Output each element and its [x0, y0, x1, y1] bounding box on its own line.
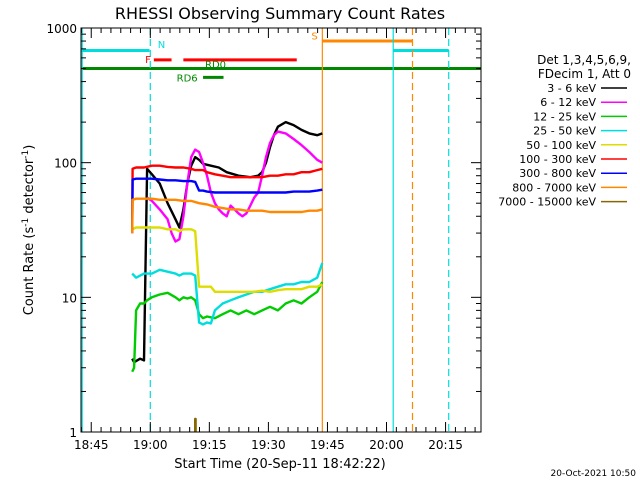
legend-label-7: 800 - 7000 keV	[512, 181, 596, 194]
y-axis-ticks: 1 10 100 1000	[46, 22, 481, 440]
chart-title: RHESSI Observing Summary Count Rates	[115, 4, 445, 23]
series-line-5	[131, 164, 323, 234]
series-line-0	[131, 120, 323, 364]
x-tick-label: 19:00	[133, 438, 168, 452]
legend-label-1: 6 - 12 keV	[540, 96, 596, 109]
y-label-end: )	[22, 145, 37, 150]
legend-label-3: 25 - 50 keV	[533, 125, 596, 138]
flag-labels-layer: N S F RD0 RD6	[145, 31, 318, 84]
y-tick-label: 10	[62, 291, 77, 305]
legend-header-line2: FDecim 1, Att 0	[538, 67, 631, 81]
legend-label-8: 7000 - 15000 keV	[498, 196, 596, 209]
series-line-7	[131, 197, 323, 234]
legend-label-2: 12 - 25 keV	[533, 110, 596, 123]
series-line-6	[131, 177, 323, 234]
series-line-3	[131, 262, 324, 326]
x-tick-label: 19:45	[310, 438, 345, 452]
x-axis-label: Start Time (20-Sep-11 18:42:22)	[174, 457, 385, 472]
series-layer	[131, 120, 324, 432]
legend-label-4: 50 - 100 keV	[526, 139, 596, 152]
plot-frame	[80, 27, 482, 433]
legend-header-line1: Det 1,3,4,5,6,9,	[537, 53, 631, 67]
x-axis-ticks: 18:45 19:00 19:15 19:30 19:45 20:00 20:15	[74, 28, 476, 452]
footer-timestamp: 20-Oct-2021 10:50	[551, 469, 637, 479]
y-tick-label: 1	[69, 426, 77, 440]
legend-label-0: 3 - 6 keV	[547, 82, 596, 95]
y-tick-label: 1000	[46, 22, 77, 36]
y-axis-label: Count Rate (s-1 detector-1)	[21, 145, 37, 316]
y-label-sup1: -1	[21, 218, 31, 227]
legend-label-6: 300 - 800 keV	[519, 167, 596, 180]
series-line-1	[146, 130, 323, 243]
x-tick-label: 19:30	[251, 438, 286, 452]
legend-label-5: 100 - 300 keV	[519, 153, 596, 166]
vlines-layer	[81, 28, 450, 432]
series-line-2	[131, 281, 324, 373]
flag-label-rd0: RD0	[205, 60, 226, 71]
flag-label-f: F	[145, 55, 151, 66]
flag-label-s: S	[311, 31, 317, 42]
y-label-main: Count Rate (s	[22, 227, 37, 316]
y-tick-label: 100	[54, 157, 77, 171]
y-label-mid: detector	[22, 158, 37, 218]
x-tick-label: 20:00	[369, 438, 404, 452]
x-tick-label: 20:15	[428, 438, 463, 452]
flag-label-n: N	[158, 40, 165, 51]
x-tick-label: 18:45	[74, 438, 109, 452]
flag-label-rd6: RD6	[177, 73, 198, 84]
series-line-4	[131, 226, 323, 293]
x-tick-label: 19:15	[192, 438, 227, 452]
legend: Det 1,3,4,5,6,9, FDecim 1, Att 0 3 - 6 k…	[498, 53, 631, 209]
flags-layer	[81, 39, 481, 79]
y-label-sup2: -1	[21, 150, 31, 159]
